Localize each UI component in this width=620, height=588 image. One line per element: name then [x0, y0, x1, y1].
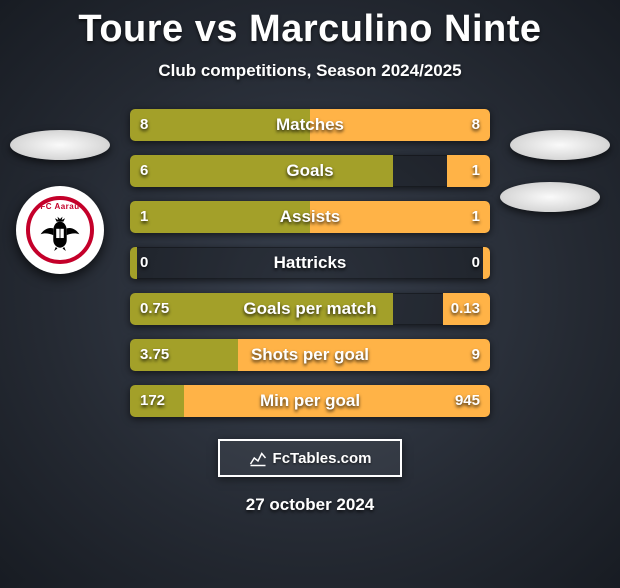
stat-bar-left — [130, 247, 137, 279]
stat-row: Goals per match0.750.13 — [130, 293, 490, 325]
stat-bar-right — [310, 201, 490, 233]
stat-label: Hattricks — [130, 247, 490, 279]
player-right-avatar-small — [510, 130, 610, 160]
stat-bar-left — [130, 293, 393, 325]
date-label: 27 october 2024 — [0, 495, 620, 515]
subtitle: Club competitions, Season 2024/2025 — [0, 61, 620, 81]
stat-bar-left — [130, 385, 184, 417]
stat-row: Matches88 — [130, 109, 490, 141]
chart-icon — [249, 449, 267, 467]
stat-row: Goals61 — [130, 155, 490, 187]
stat-bar-left — [130, 339, 238, 371]
player-right-avatar-large — [500, 182, 600, 212]
page-title: Toure vs Marculino Ninte — [0, 8, 620, 51]
stat-row: Hattricks0 0 — [130, 247, 490, 279]
player-left-club-badge: FC Aarau — [16, 186, 104, 274]
stat-bar-right — [184, 385, 490, 417]
stat-bar-right — [483, 247, 490, 279]
stat-bar-right — [310, 109, 490, 141]
club-name-arc: FC Aarau — [40, 202, 79, 211]
stat-bar-right — [238, 339, 490, 371]
stat-bar-right — [443, 293, 490, 325]
player-left-avatar-small — [10, 130, 110, 160]
eagle-icon — [39, 214, 81, 252]
stat-row: Assists11 — [130, 201, 490, 233]
source-badge[interactable]: FcTables.com — [218, 439, 402, 477]
stat-value-left: 0 — [140, 247, 148, 279]
stat-bar-left — [130, 109, 310, 141]
source-label: FcTables.com — [273, 450, 372, 467]
stat-row: Min per goal172945 — [130, 385, 490, 417]
stat-bar-left — [130, 201, 310, 233]
stat-bar-left — [130, 155, 393, 187]
stat-bars-container: Matches88 Goals61 Assists11 Hattricks0 0 Goal… — [130, 109, 490, 417]
stat-value-right: 0 — [472, 247, 480, 279]
club-logo: FC Aarau — [26, 196, 94, 264]
stat-row: Shots per goal3.759 — [130, 339, 490, 371]
stat-bar-right — [447, 155, 490, 187]
